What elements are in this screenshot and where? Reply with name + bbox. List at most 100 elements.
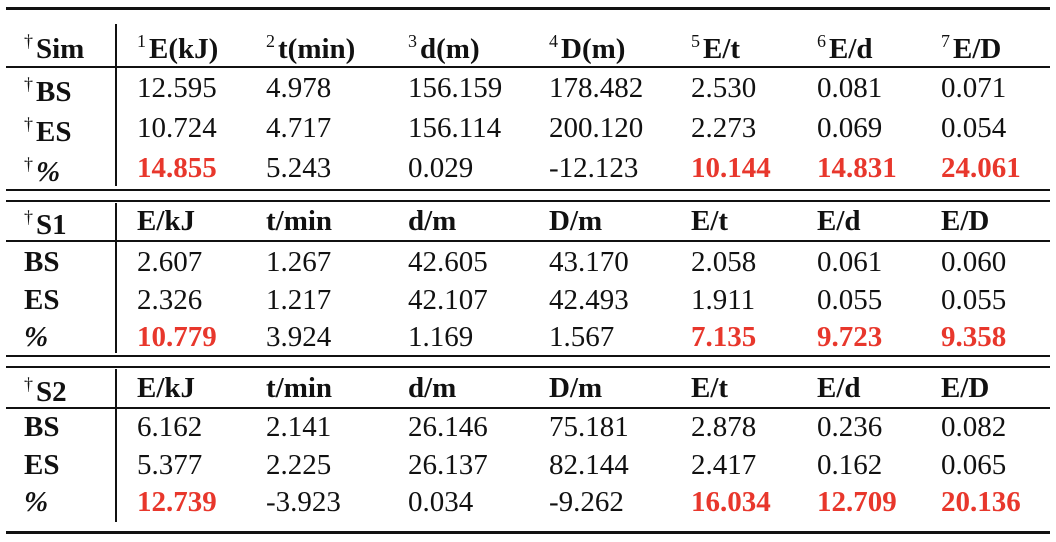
column-header: E/d: [817, 204, 861, 238]
column-header: E/kJ: [137, 204, 195, 238]
column-header: t/min: [266, 371, 332, 405]
value-cell: 2.058: [691, 246, 757, 278]
column-label: t(min): [278, 33, 356, 65]
highlighted-value-cell: 12.709: [817, 486, 897, 518]
column-label: E/t: [703, 33, 741, 65]
value-cell: -12.123: [549, 152, 639, 184]
value-cell: 0.069: [817, 112, 883, 144]
column-label: E/kJ: [137, 372, 196, 404]
dagger-mark: †: [24, 374, 33, 394]
column-label: E/d: [829, 33, 873, 65]
column-number: 5: [691, 31, 700, 51]
row-label: † BS: [24, 67, 71, 109]
row-label: †%: [24, 147, 60, 189]
column-label: t/min: [266, 372, 333, 404]
value-cell: 26.146: [408, 411, 488, 443]
row-name: %: [24, 486, 49, 518]
highlighted-value-cell: 10.779: [137, 321, 217, 353]
value-cell: 42.605: [408, 246, 488, 278]
value-cell: 3.924: [266, 321, 332, 353]
value-cell: 156.114: [408, 112, 502, 144]
highlighted-value-cell: 9.358: [941, 321, 1007, 353]
value-cell: 1.267: [266, 246, 332, 278]
column-header: 2 t(min): [266, 24, 355, 66]
column-label: t/min: [266, 205, 333, 237]
column-divider: [115, 203, 117, 353]
value-cell: 0.081: [817, 72, 883, 104]
row-name: %: [24, 321, 49, 353]
header-rule: [6, 66, 1050, 68]
value-cell: -3.923: [266, 486, 341, 518]
value-cell: 2.273: [691, 112, 757, 144]
highlighted-value-cell: 16.034: [691, 486, 771, 518]
row-label: BS: [24, 245, 59, 279]
value-cell: 0.061: [817, 246, 883, 278]
value-cell: 4.717: [266, 112, 332, 144]
column-number: 4: [549, 31, 558, 51]
row-label: %: [24, 320, 48, 354]
row-name: %: [36, 156, 61, 188]
value-cell: 0.029: [408, 152, 474, 184]
value-cell: 2.225: [266, 449, 332, 481]
column-header: E/t: [691, 204, 728, 238]
column-label: d/m: [408, 372, 457, 404]
row-label: ES: [24, 448, 59, 482]
table-rule: [6, 200, 1050, 202]
column-label: E/D: [941, 372, 990, 404]
block-name: S1: [36, 209, 67, 241]
value-cell: -9.262: [549, 486, 624, 518]
highlighted-value-cell: 7.135: [691, 321, 757, 353]
column-header: E/D: [941, 204, 989, 238]
value-cell: 1.217: [266, 284, 332, 316]
highlighted-value-cell: 14.855: [137, 152, 217, 184]
value-cell: 26.137: [408, 449, 488, 481]
row-name: BS: [24, 246, 60, 278]
column-header: 7 E/D: [941, 24, 1001, 66]
value-cell: 1.911: [691, 284, 756, 316]
row-label: %: [24, 485, 48, 519]
value-cell: 10.724: [137, 112, 217, 144]
dagger-mark: †: [24, 207, 33, 227]
column-label: D(m): [561, 33, 626, 65]
value-cell: 0.236: [817, 411, 883, 443]
block-header-label: † S1: [24, 200, 67, 242]
value-cell: 0.071: [941, 72, 1007, 104]
table-rule: [6, 366, 1050, 368]
column-label: D/m: [549, 205, 603, 237]
column-label: E/kJ: [137, 205, 196, 237]
table-rule: [6, 189, 1050, 191]
column-label: D/m: [549, 372, 603, 404]
value-cell: 6.162: [137, 411, 203, 443]
value-cell: 43.170: [549, 246, 629, 278]
column-header: 5 E/t: [691, 24, 740, 66]
block-name: S2: [36, 376, 67, 408]
row-label: † ES: [24, 107, 71, 149]
value-cell: 156.159: [408, 72, 503, 104]
header-rule: [6, 407, 1050, 409]
column-header: 6 E/d: [817, 24, 873, 66]
column-header: d/m: [408, 371, 456, 405]
column-header: D/m: [549, 371, 602, 405]
column-label: E/D: [953, 33, 1002, 65]
column-number: 3: [408, 31, 417, 51]
highlighted-value-cell: 12.739: [137, 486, 217, 518]
column-label: d/m: [408, 205, 457, 237]
value-cell: 0.060: [941, 246, 1007, 278]
highlighted-value-cell: 24.061: [941, 152, 1021, 184]
value-cell: 0.055: [817, 284, 883, 316]
value-cell: 0.034: [408, 486, 474, 518]
value-cell: 4.978: [266, 72, 332, 104]
column-header: 4 D(m): [549, 24, 625, 66]
column-divider: [115, 369, 117, 522]
value-cell: 75.181: [549, 411, 629, 443]
value-cell: 2.530: [691, 72, 757, 104]
column-number: 6: [817, 31, 826, 51]
value-cell: 12.595: [137, 72, 217, 104]
value-cell: 42.493: [549, 284, 629, 316]
bottom-rule: [6, 531, 1050, 534]
value-cell: 0.055: [941, 284, 1007, 316]
column-label: E/t: [691, 372, 729, 404]
table-rule: [6, 355, 1050, 357]
column-header: E/t: [691, 371, 728, 405]
dagger-mark: †: [24, 31, 33, 51]
